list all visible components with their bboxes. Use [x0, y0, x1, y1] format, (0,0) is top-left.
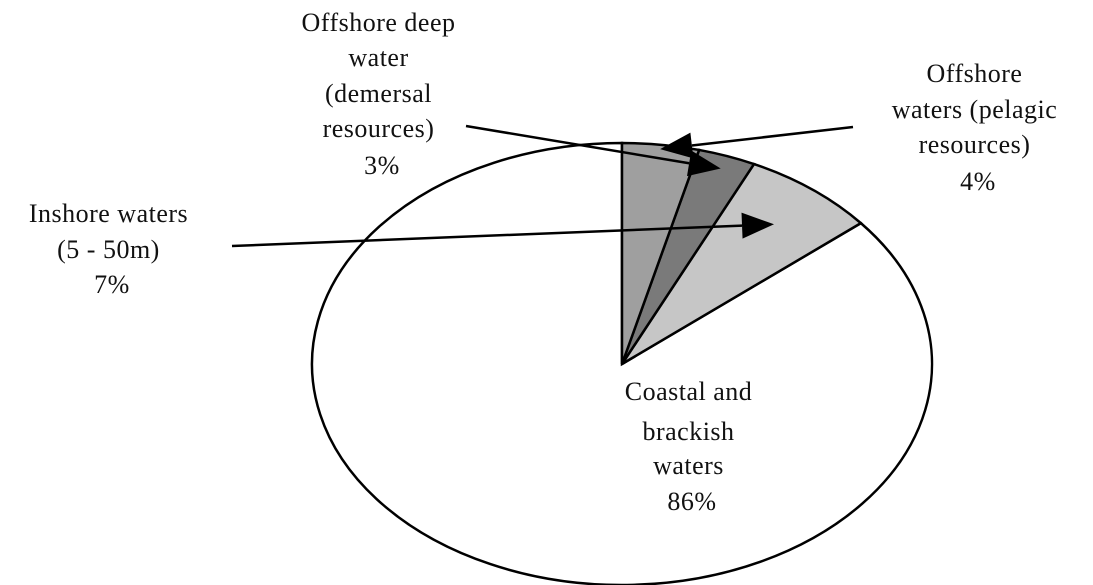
- pie-slices: [310, 141, 934, 585]
- slice-label-inshore: Inshore waters (5 - 50m) 7%: [29, 199, 195, 299]
- slice-label-coastal: Coastal and brackish waters 86%: [625, 377, 760, 516]
- leader-line-offshore-pelagic: [691, 125, 854, 147]
- pie-slice-inshore: [620, 162, 863, 366]
- leader-arrowhead-offshore-deep: [687, 150, 721, 177]
- leader-arrowhead-offshore-pelagic: [660, 132, 694, 159]
- pie-slice-offshore-pelagic: [620, 141, 701, 365]
- leader-line-inshore: [231, 224, 743, 248]
- label-pointers: [231, 124, 854, 248]
- slice-label-offshore-pelagic: Offshore waters (pelagic resources) 4%: [892, 59, 1065, 196]
- leader-arrowhead-inshore: [741, 212, 775, 239]
- leader-line-offshore-deep: [465, 124, 690, 165]
- slice-label-offshore-deep: Offshore deep water (demersal resources)…: [301, 8, 462, 180]
